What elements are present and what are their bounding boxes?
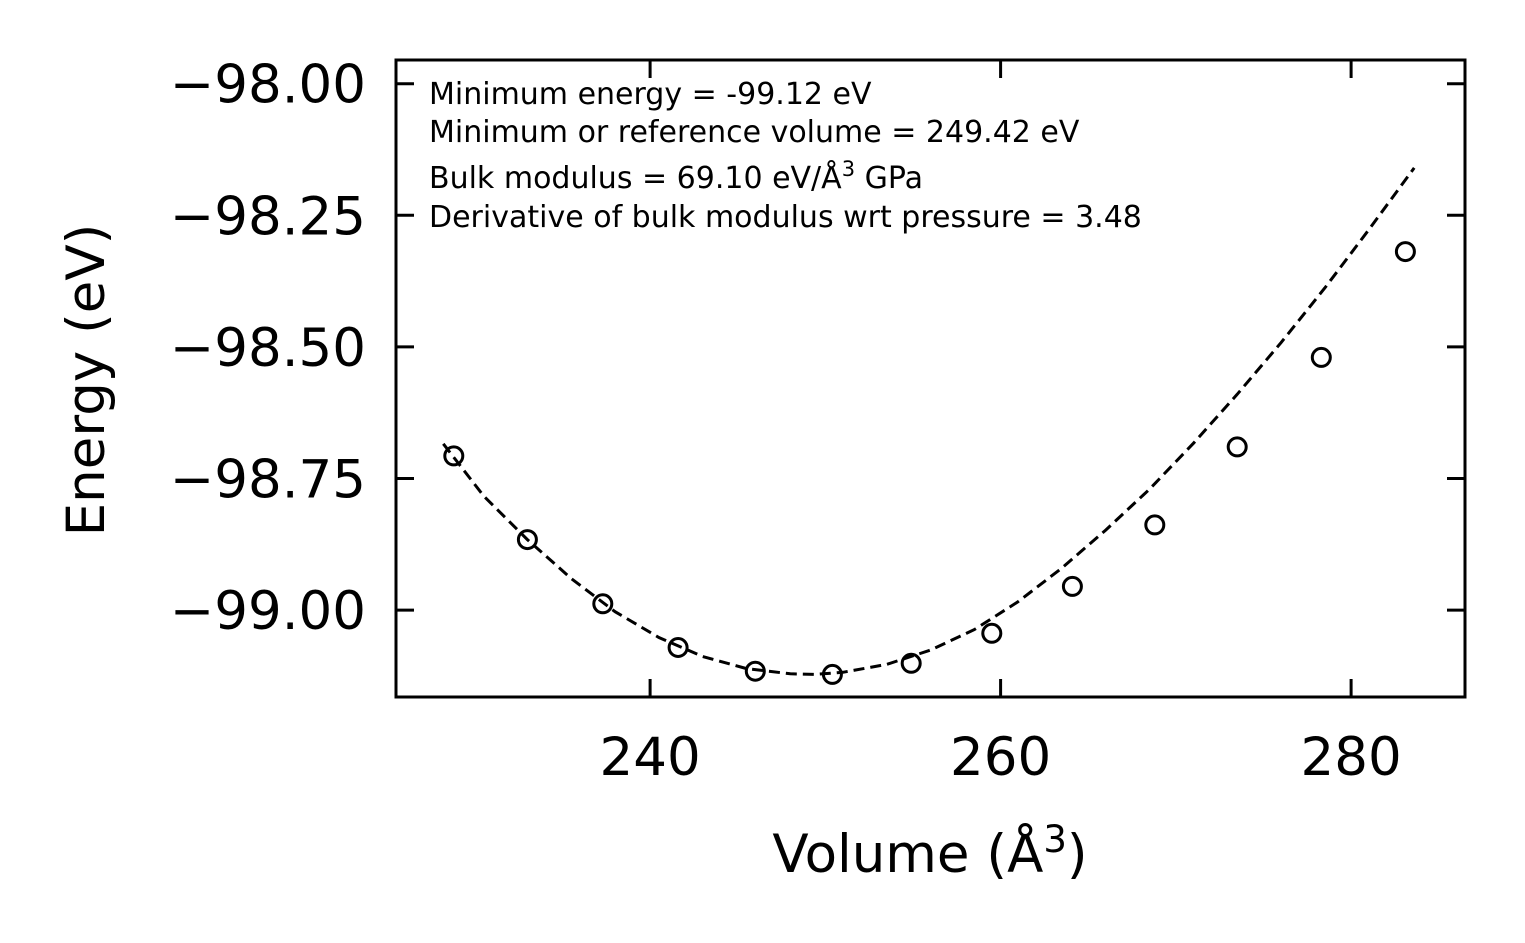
data-point — [821, 663, 843, 685]
plot-frame — [394, 58, 1467, 699]
bulk-modulus-unit: GPa — [855, 161, 923, 196]
data-point — [1061, 575, 1083, 597]
x-tick-label: 260 — [950, 727, 1051, 788]
y-tick-label: −98.50 — [170, 318, 366, 379]
x-axis-label-superscript: 3 — [1043, 818, 1067, 861]
data-points-layer — [443, 241, 1416, 685]
data-point — [516, 529, 538, 551]
y-tick-label: −98.00 — [170, 55, 366, 116]
x-tick-label: 280 — [1301, 727, 1402, 788]
x-axis-label-end: ) — [1067, 824, 1088, 885]
annotation-bulk-derivative: Derivative of bulk modulus wrt pressure … — [429, 200, 1142, 235]
data-point — [1144, 514, 1166, 536]
annotation-ref-volume: Minimum or reference volume = 249.42 eV — [429, 115, 1080, 150]
data-point — [1226, 436, 1248, 458]
data-point — [900, 652, 922, 674]
x-tick-label: 240 — [600, 727, 701, 788]
x-axis-label: Volume (Å3) — [772, 818, 1087, 885]
y-tick-label: −99.00 — [170, 581, 366, 642]
annotation-bulk-modulus: Bulk modulus = 69.10 eV/Å3 GPa — [429, 157, 923, 196]
data-point — [981, 622, 1003, 644]
y-tick-label: −98.25 — [170, 186, 366, 247]
data-point — [592, 593, 614, 615]
bulk-modulus-text: Bulk modulus = 69.10 eV/Å — [429, 160, 842, 196]
tick-labels: 240 260 280 −98.00 −98.25 −98.50 −98.75 −99.00 — [170, 55, 1402, 788]
x-axis-label-text: Volume (Å — [772, 821, 1043, 885]
fit-curve-line — [442, 167, 1416, 676]
tick-marks — [396, 60, 1465, 697]
data-point — [443, 445, 465, 467]
data-point — [1310, 346, 1332, 368]
data-point — [744, 660, 766, 682]
y-tick-label: −98.75 — [170, 450, 366, 511]
data-point — [667, 637, 689, 658]
y-axis-label: Energy (eV) — [56, 224, 117, 537]
bulk-modulus-superscript: 3 — [842, 157, 855, 181]
data-point — [1394, 241, 1416, 263]
annotation-box: Minimum energy = -99.12 eV Minimum or re… — [429, 77, 1142, 235]
fit-curve-layer — [442, 167, 1416, 676]
annotation-min-energy: Minimum energy = -99.12 eV — [429, 77, 872, 112]
